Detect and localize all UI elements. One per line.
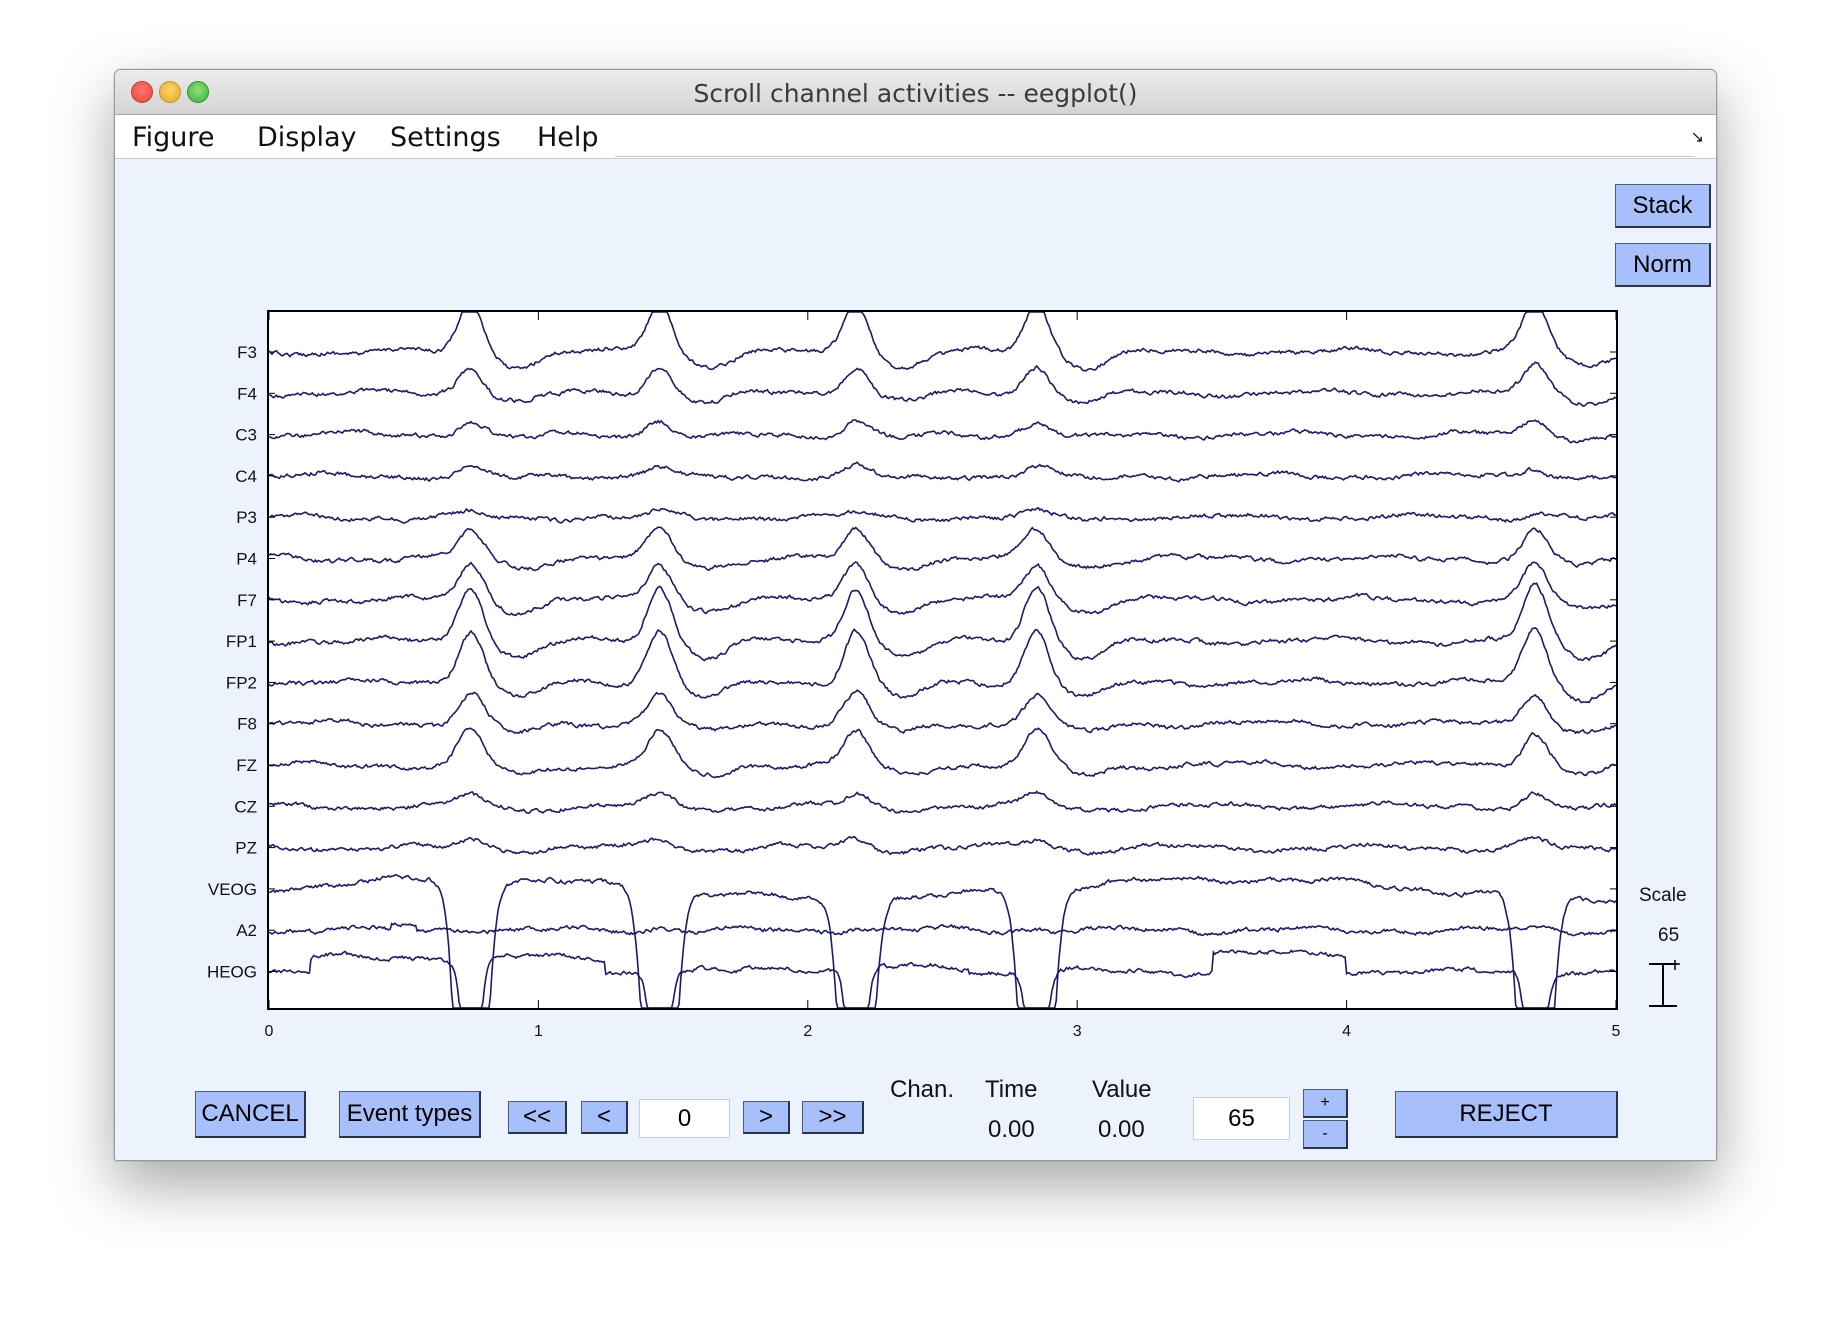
channel-label-f7: F7	[237, 591, 257, 610]
value-value: 0.00	[1098, 1116, 1145, 1143]
trace-fz	[269, 727, 1616, 779]
x-tick-label-1: 1	[534, 1023, 543, 1040]
channel-label-c3: C3	[235, 426, 257, 445]
trace-p4	[269, 526, 1616, 572]
trace-f8	[269, 689, 1616, 735]
trace-heog	[269, 949, 1616, 1008]
trace-cz	[269, 790, 1616, 814]
x-tick-label-2: 2	[803, 1023, 812, 1040]
x-tick-label-0: 0	[265, 1023, 274, 1040]
scroll-last-button[interactable]: >>	[802, 1101, 864, 1134]
channel-label-cz: CZ	[234, 797, 257, 816]
channel-label-pz: PZ	[235, 839, 257, 858]
menu-settings[interactable]: Settings	[390, 122, 501, 153]
menu-figure[interactable]: Figure	[132, 122, 215, 153]
time-label: Time	[985, 1076, 1038, 1103]
menu-divider	[615, 156, 1695, 157]
channel-label-a2: A2	[236, 921, 257, 940]
position-input[interactable]	[639, 1099, 730, 1138]
channel-label-fp2: FP2	[226, 673, 257, 692]
dock-arrow-icon[interactable]: ↘	[1690, 129, 1704, 146]
channel-label-f8: F8	[237, 715, 257, 734]
norm-button[interactable]: Norm	[1615, 243, 1711, 287]
eeg-traces	[269, 312, 1616, 1008]
scroll-first-button[interactable]: <<	[508, 1101, 567, 1134]
scroll-prev-button[interactable]: <	[581, 1101, 628, 1134]
scale-increase-button[interactable]: +	[1303, 1089, 1348, 1118]
channel-label-f3: F3	[237, 343, 257, 362]
value-label: Value	[1092, 1076, 1152, 1103]
stack-button[interactable]: Stack	[1615, 184, 1711, 228]
scroll-next-button[interactable]: >	[743, 1101, 790, 1134]
window-title: Scroll channel activities -- eegplot()	[693, 79, 1138, 108]
trace-p3	[269, 506, 1616, 524]
close-window-button[interactable]	[131, 81, 153, 103]
scale-label: Scale	[1639, 885, 1687, 906]
time-value: 0.00	[988, 1116, 1035, 1143]
channel-label-veog: VEOG	[208, 880, 257, 899]
x-tick-label-3: 3	[1073, 1023, 1082, 1040]
trace-f4	[269, 361, 1616, 407]
trace-fp1	[269, 582, 1616, 662]
channel-label-fp1: FP1	[226, 632, 257, 651]
channel-label-f4: F4	[237, 384, 257, 403]
chan-label: Chan.	[890, 1076, 955, 1103]
channel-label-p3: P3	[236, 508, 257, 527]
channel-label-p4: P4	[236, 550, 257, 569]
zoom-window-button[interactable]	[187, 81, 209, 103]
trace-a2	[269, 922, 1616, 937]
channel-label-fz: FZ	[236, 756, 257, 775]
x-tick-label-5: 5	[1612, 1023, 1621, 1040]
trace-veog	[269, 873, 1616, 1008]
cancel-button[interactable]: CANCEL	[195, 1091, 306, 1138]
menu-display[interactable]: Display	[257, 122, 357, 153]
trace-pz	[269, 835, 1616, 856]
minimize-window-button[interactable]	[159, 81, 181, 103]
trace-fp2	[269, 626, 1616, 704]
eeg-plot-area[interactable]	[267, 310, 1618, 1010]
menu-bar: Figure Display Settings Help ↘	[115, 115, 1716, 159]
eegplot-window: Scroll channel activities -- eegplot() F…	[114, 69, 1717, 1161]
reject-button[interactable]: REJECT	[1395, 1091, 1618, 1138]
scale-decrease-button[interactable]: -	[1303, 1120, 1348, 1149]
trace-f3	[269, 312, 1616, 372]
x-tick-label-4: 4	[1342, 1023, 1351, 1040]
channel-label-c4: C4	[235, 467, 257, 486]
trace-c3	[269, 419, 1616, 444]
trace-c4	[269, 461, 1616, 483]
scale-bar-icon	[1649, 960, 1680, 1007]
scale-value: 65	[1658, 925, 1680, 946]
event-types-button[interactable]: Event types	[339, 1091, 481, 1138]
trace-f7	[269, 561, 1616, 617]
title-bar: Scroll channel activities -- eegplot()	[115, 70, 1716, 115]
channel-label-heog: HEOG	[207, 963, 257, 982]
scale-input[interactable]	[1193, 1097, 1290, 1140]
menu-help[interactable]: Help	[537, 122, 599, 153]
